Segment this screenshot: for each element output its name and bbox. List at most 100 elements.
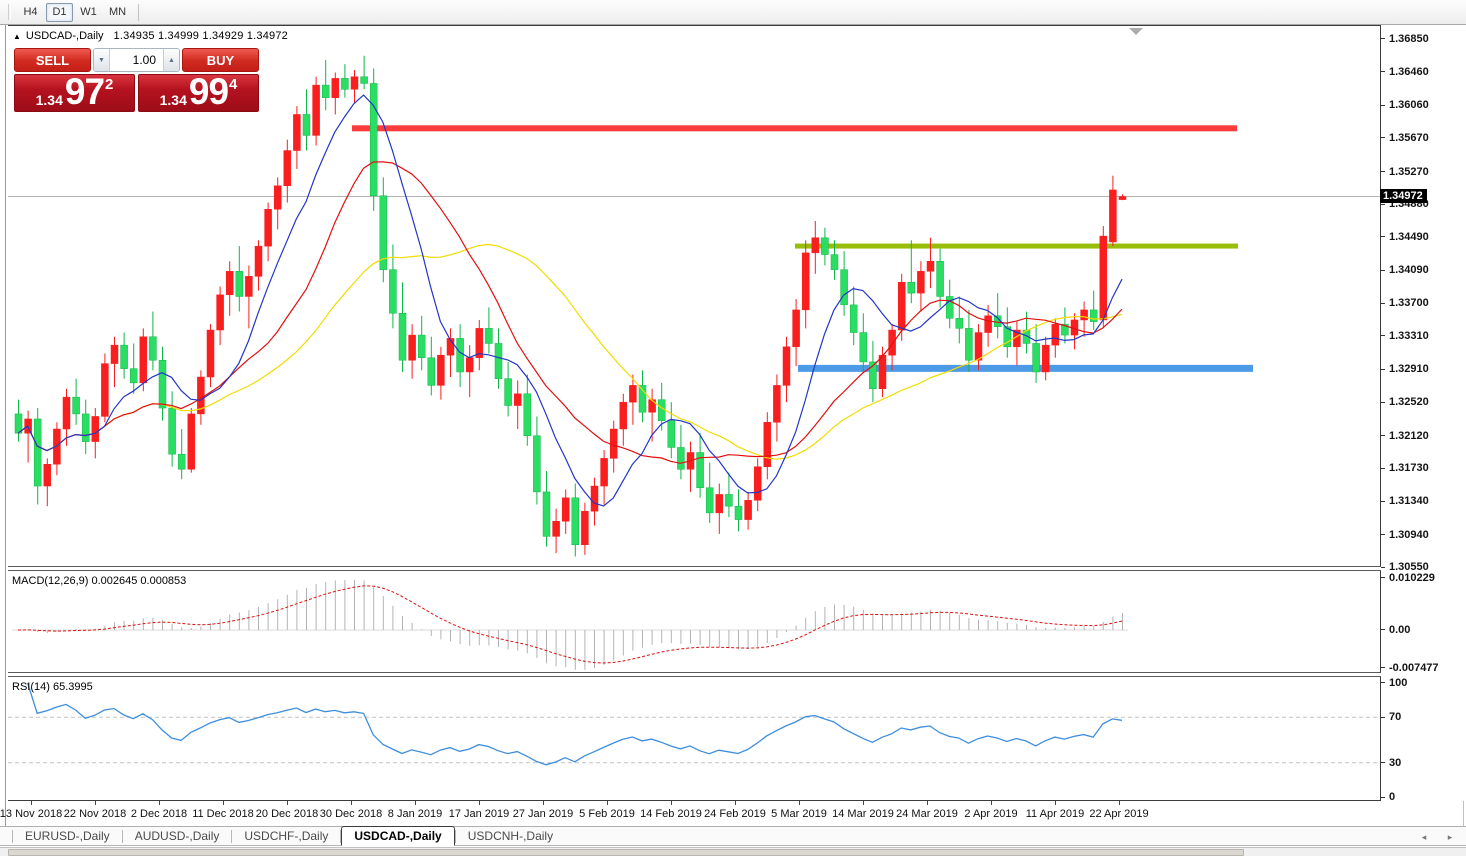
scrollbar-thumb[interactable] [8, 849, 1244, 856]
date-axis-bottom-border [0, 826, 1466, 827]
rsi-axis-label: 30 [1381, 757, 1401, 769]
rsi-pane-canvas[interactable] [8, 677, 1380, 800]
chart-title: ▲ USDCAD-,Daily 1.34935 1.34999 1.34929 … [13, 30, 288, 42]
date-axis-label: 11 Apr 2019 [1025, 808, 1085, 820]
toolbar-grip-handle[interactable] [8, 4, 11, 20]
price-axis-label: 1.33310 [1381, 330, 1429, 342]
tab-separator [340, 829, 342, 843]
price-axis-label: 1.30940 [1381, 529, 1429, 541]
hline-resistance-mid[interactable] [795, 243, 1238, 249]
rsi-axis-label: 100 [1381, 677, 1407, 689]
date-axis-label: 13 Nov 2018 [0, 808, 63, 820]
main-macd-splitter[interactable] [8, 566, 1464, 571]
chart-tab-usdcnh[interactable]: USDCNH-,Daily [467, 829, 554, 843]
ma-line-16[interactable] [17, 161, 1123, 464]
macd-label: MACD(12,26,9) 0.002645 0.000853 [12, 575, 187, 587]
chart-tab-usdcad[interactable]: USDCAD-,Daily [341, 825, 455, 846]
axis-tick [1381, 796, 1385, 798]
chart-tab-usdchf[interactable]: USDCHF-,Daily [244, 829, 329, 843]
date-axis-tick [543, 801, 544, 805]
date-axis-tick [31, 801, 32, 805]
macd-rsi-splitter[interactable] [8, 672, 1464, 677]
chart-tabs-group: EURUSD-,Daily AUDUSD-,Daily USDCHF-,Daily U… [13, 825, 565, 846]
price-axis-label: 1.35670 [1381, 132, 1429, 144]
hline-resistance-upper[interactable] [352, 125, 1237, 132]
axis-tick [1381, 104, 1385, 106]
chart-symbol-label: USDCAD-,Daily [25, 30, 104, 42]
tabs-scroll-left-button[interactable]: ◂ [1416, 830, 1432, 844]
macd-pane-canvas[interactable] [8, 571, 1380, 673]
chart-tab-bar: EURUSD-,Daily AUDUSD-,Daily USDCHF-,Daily U… [0, 825, 1466, 846]
price-axis-label: 1.34090 [1381, 264, 1429, 276]
axis-tick [1381, 236, 1385, 238]
price-axis-label: 1.32520 [1381, 396, 1429, 408]
axis-tick [1381, 435, 1385, 437]
volume-increase-button[interactable]: ▲ [163, 49, 179, 71]
one-click-panel-toggle-icon[interactable]: ▲ [13, 31, 21, 41]
volume-input[interactable] [110, 49, 163, 71]
current-price-tag: 1.34972 [1380, 189, 1427, 203]
main-chart-canvas[interactable] [8, 26, 1380, 566]
hline-support-lower[interactable] [798, 364, 1253, 372]
bid-price-panel[interactable]: 1.34 97 2 [14, 71, 135, 113]
date-axis-tick [223, 801, 224, 805]
axis-tick [1381, 137, 1385, 139]
sell-button[interactable]: SELL [14, 48, 91, 72]
axis-tick [1381, 534, 1385, 536]
date-axis-tick [479, 801, 480, 805]
price-axis-label: 1.36850 [1381, 33, 1429, 45]
horizontal-scrollbar[interactable] [0, 847, 1466, 856]
date-axis[interactable]: 13 Nov 2018 22 Nov 2018 2 Dec 2018 11 Dec 2… [0, 801, 1380, 826]
axis-tick [1381, 467, 1385, 469]
price-axis-label: 1.30550 [1381, 561, 1429, 573]
axis-tick [1381, 401, 1385, 403]
axis-tick [1381, 38, 1385, 40]
timeframe-button-w1[interactable]: W1 [80, 6, 97, 18]
date-axis-tick [159, 801, 160, 805]
date-axis-label: 5 Mar 2019 [771, 808, 827, 820]
chart-shift-marker[interactable] [1129, 28, 1143, 35]
timeframe-button-d1[interactable]: D1 [46, 2, 73, 22]
date-axis-label: 2 Apr 2019 [964, 808, 1018, 820]
rsi-pane-bottom-border [8, 800, 1464, 801]
volume-decrease-button[interactable]: ▼ [94, 49, 110, 71]
timeframe-button-mn[interactable]: MN [109, 6, 127, 18]
date-axis-tick [95, 801, 96, 805]
ma-line-30[interactable] [17, 243, 1123, 460]
axis-tick [1381, 368, 1385, 370]
date-axis-label: 22 Apr 2019 [1089, 808, 1149, 820]
tab-separator [12, 829, 13, 843]
date-axis-tick [863, 801, 864, 805]
one-click-trade-panel: SELL ▼ ▲ BUY 1.34 97 2 1.34 99 4 [14, 48, 259, 112]
bid-price-prefix: 1.34 [35, 92, 63, 108]
buy-button[interactable]: BUY [182, 48, 259, 72]
price-axis-label: 1.36460 [1381, 66, 1429, 78]
tab-separator [454, 829, 456, 843]
axis-tick [1381, 203, 1385, 205]
chart-tab-eurusd[interactable]: EURUSD-,Daily [25, 829, 110, 843]
ma-line-8[interactable] [17, 94, 1123, 507]
price-axis-border [1380, 25, 1381, 801]
axis-tick [1381, 682, 1385, 684]
timeframe-button-h4[interactable]: H4 [23, 6, 38, 18]
chart-tab-audusd[interactable]: AUDUSD-,Daily [134, 829, 220, 843]
price-axis[interactable]: 1.36850 1.36460 1.36060 1.35670 1.35270 1.348… [1381, 25, 1466, 803]
axis-tick [1381, 302, 1385, 304]
rsi-axis-label: 70 [1381, 711, 1401, 723]
date-axis-tick [927, 801, 928, 805]
candles-group [14, 55, 1127, 557]
date-axis-label: 24 Mar 2019 [896, 808, 958, 820]
ask-price-panel[interactable]: 1.34 99 4 [138, 73, 259, 112]
tab-separator [231, 829, 233, 843]
date-axis-label: 20 Dec 2018 [255, 808, 319, 820]
bid-price-pip-digit: 2 [105, 76, 114, 93]
date-axis-label: 14 Feb 2019 [640, 808, 702, 820]
tabs-scroll-right-button[interactable]: ▸ [1442, 830, 1458, 844]
price-axis-label: 1.31340 [1381, 495, 1429, 507]
axis-tick [1381, 269, 1385, 271]
bid-price-big-digits: 97 [64, 71, 105, 113]
date-axis-tick [287, 801, 288, 805]
axis-tick [1381, 171, 1385, 172]
axis-tick [1381, 667, 1385, 669]
macd-signal-line [17, 585, 1123, 664]
